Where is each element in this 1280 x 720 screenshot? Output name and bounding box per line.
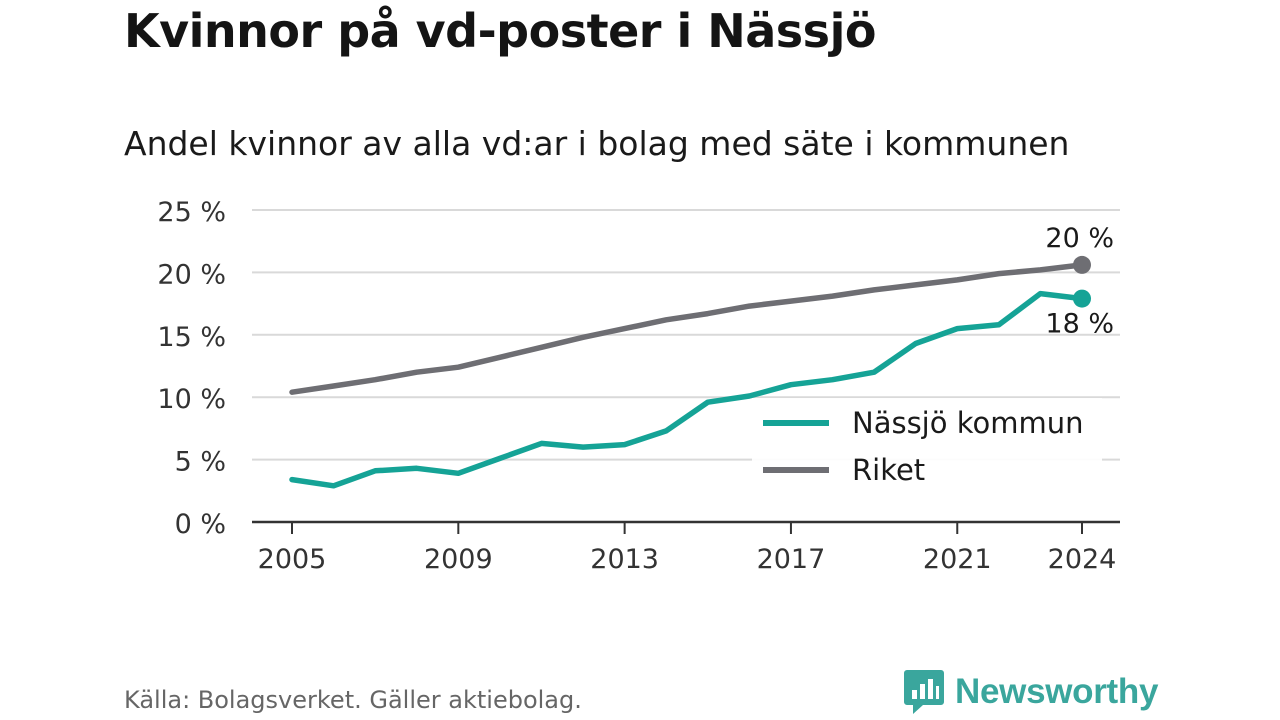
x-axis: 2005 2009 2013 2017 2021 2024 <box>252 520 1120 575</box>
x-tick-label: 2005 <box>258 544 327 575</box>
gridlines <box>252 209 1120 461</box>
legend: Nässjö kommun Riket <box>752 398 1102 498</box>
x-tick-label: 2009 <box>424 544 493 575</box>
x-tick-label: 2013 <box>590 544 659 575</box>
y-tick-label: 20 % <box>157 259 226 290</box>
y-axis-labels: 0 % 5 % 10 % 15 % 20 % 25 % <box>157 197 226 540</box>
series-line-riket <box>289 262 1085 395</box>
y-tick-label: 0 % <box>175 509 226 540</box>
x-tick-label: 2017 <box>757 544 826 575</box>
brand-logo: Newsworthy <box>903 668 1158 716</box>
end-label-nassjo: 18 % <box>1045 309 1114 340</box>
x-tick-label: 2021 <box>923 544 992 575</box>
legend-label: Nässjö kommun <box>852 406 1083 440</box>
y-tick-label: 10 % <box>157 384 226 415</box>
y-tick-label: 15 % <box>157 322 226 353</box>
end-point-nassjo <box>1073 289 1091 308</box>
series-lines: 20 % 18 % <box>289 223 1114 489</box>
y-tick-label: 25 % <box>157 197 226 228</box>
series-line-nassjo <box>289 290 1085 489</box>
legend-background <box>752 398 1102 498</box>
chart-title: Kvinnor på vd-poster i Nässjö <box>124 4 876 58</box>
source-note: Källa: Bolagsverket. Gäller aktiebolag. <box>124 686 582 714</box>
newsworthy-logo-icon <box>904 670 944 714</box>
y-tick-label: 5 % <box>175 447 226 478</box>
end-point-riket <box>1073 255 1091 274</box>
brand-name: Newsworthy <box>955 672 1159 711</box>
end-label-riket: 20 % <box>1045 223 1114 254</box>
legend-label: Riket <box>852 453 925 487</box>
x-tick-label: 2024 <box>1048 544 1117 575</box>
chart-subtitle: Andel kvinnor av alla vd:ar i bolag med … <box>124 124 1070 163</box>
